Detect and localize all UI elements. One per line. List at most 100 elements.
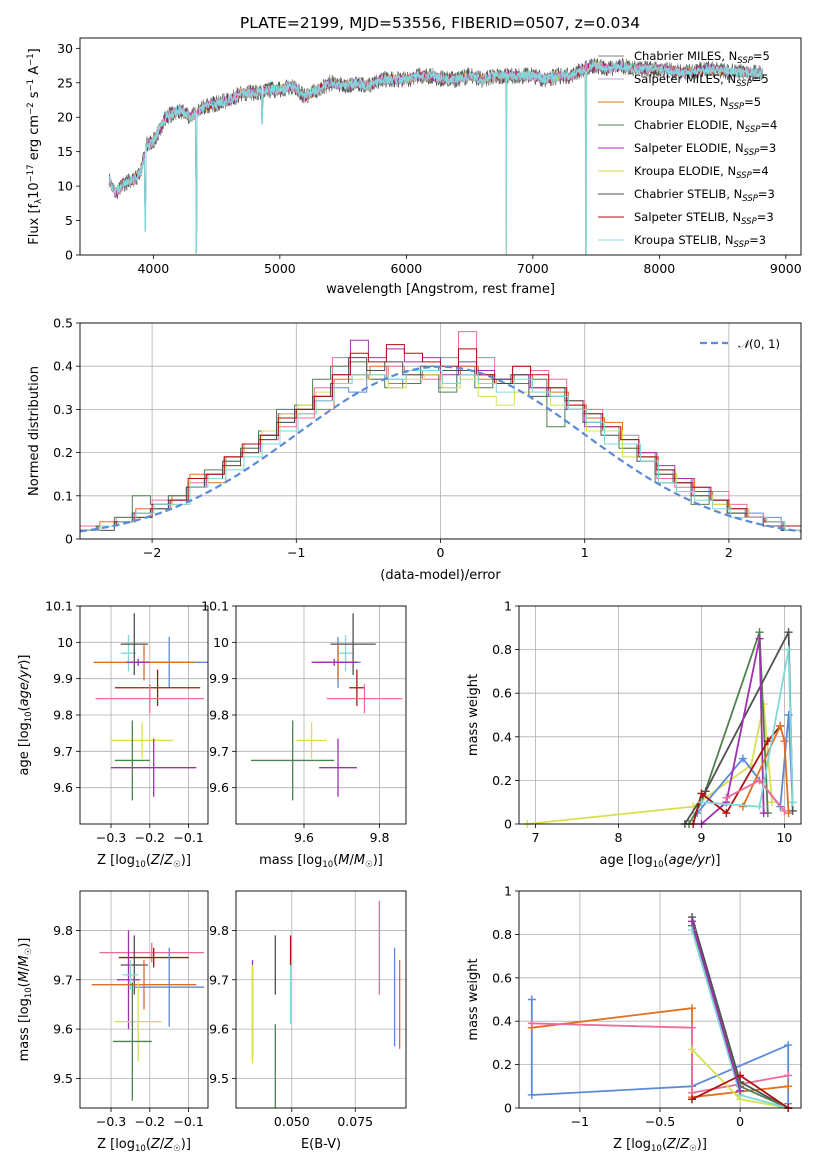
- weight-marker: [755, 634, 764, 643]
- x-tick-label: 8: [615, 830, 623, 845]
- x-tick-label: 9: [697, 830, 705, 845]
- x-tick-label: −1: [287, 545, 305, 560]
- weight-marker: [784, 1071, 793, 1080]
- y-tick-label: 9.9: [53, 671, 73, 686]
- x-tick-label: −0.2: [135, 1114, 165, 1129]
- x-tick-label: −0.1: [173, 830, 203, 845]
- errorbar-point: [134, 947, 205, 1027]
- legend-entry: Salpeter MILES, NSSP=5: [634, 72, 769, 89]
- mass_vs_Z-points: [91, 930, 205, 1101]
- x-tick-label: 7: [532, 830, 540, 845]
- legend-entry: Salpeter ELODIE, NSSP=3: [634, 141, 776, 158]
- y-tick-label: 9.6: [209, 780, 229, 795]
- weight-marker: [736, 1071, 745, 1080]
- weight-marker: [697, 789, 706, 798]
- y-tick-label: 10.1: [45, 599, 73, 614]
- y-tick-label: 9.5: [53, 1071, 73, 1086]
- weight-marker: [780, 737, 789, 746]
- mass_vs_ebv-xlabel: E(B-V): [301, 1137, 341, 1152]
- y-tick-label: 30: [57, 41, 73, 56]
- age_vs_Z-xlabel: Z [log10(Z/Z☉)]: [97, 853, 191, 870]
- legend-entry: Chabrier STELIB, NSSP=3: [634, 187, 775, 204]
- y-tick-label: 1: [504, 884, 512, 899]
- x-tick-label: −0.3: [96, 1114, 126, 1129]
- weight-marker: [722, 809, 731, 818]
- histogram-series: [81, 370, 801, 531]
- weight-series: [722, 776, 789, 815]
- legend-entry: Kroupa STELIB, NSSP=3: [634, 233, 766, 250]
- age_vs_Z-points: [93, 613, 208, 801]
- weight-marker: [767, 798, 776, 807]
- weight-marker: [738, 754, 747, 763]
- errorbar-point: [118, 947, 189, 968]
- errorbar-point: [126, 658, 150, 666]
- weight-series: [697, 645, 797, 811]
- weight-marker: [527, 1090, 536, 1099]
- weight-line: [701, 648, 794, 808]
- legend-entry: Chabrier ELODIE, NSSP=4: [634, 118, 777, 135]
- spectrum-axes: 4000 5000 6000 7000 8000 9000 0 5 10 15 20 25 30 Chab…: [26, 41, 802, 297]
- y-tick-label: 15: [57, 144, 73, 159]
- errorbar-point: [95, 684, 205, 714]
- y-tick-label: 0.1: [53, 488, 73, 503]
- weight-marker: [776, 721, 785, 730]
- legend-entry: Chabrier MILES, NSSP=5: [634, 49, 770, 66]
- x-tick-label: −0.2: [135, 830, 165, 845]
- weight-marker: [736, 1086, 745, 1095]
- y-tick-label: 5: [65, 213, 73, 228]
- y-tick-label: 0.4: [53, 359, 73, 374]
- errorbar-point: [311, 658, 357, 666]
- histogram-series: [80, 344, 801, 531]
- weight-marker: [688, 1004, 697, 1013]
- y-tick-label: 9.8: [53, 923, 73, 938]
- y-tick-label: 9.7: [209, 744, 229, 759]
- weight-marker: [688, 917, 697, 926]
- x-tick-label: −2: [143, 545, 161, 560]
- y-tick-label: 9.8: [209, 708, 229, 723]
- weight-marker: [755, 802, 764, 811]
- errorbar-point: [326, 684, 403, 714]
- errorbar-point: [296, 722, 327, 759]
- weight-marker: [784, 809, 793, 818]
- mass_vs_Z-xlabel: Z [log10(Z/Z☉)]: [97, 1137, 191, 1154]
- mass_vs_Z-ylabel: mass [log10(M/M☉)]: [17, 938, 34, 1062]
- weight-marker: [722, 793, 731, 802]
- weight-marker: [688, 1045, 697, 1054]
- spectrum-xlabel: wavelength [Angstrom, rest frame]: [326, 282, 555, 297]
- weight-marker: [527, 1019, 536, 1028]
- residuals-frame: [79, 322, 802, 540]
- spectrum-frame: [79, 37, 802, 256]
- y-tick-label: 0.2: [492, 773, 512, 788]
- weight_vs_Z-frame: [518, 890, 802, 1109]
- x-tick-label: 10: [776, 830, 792, 845]
- y-tick-label: 10: [57, 635, 73, 650]
- y-tick-label: 9.5: [209, 1071, 229, 1086]
- errorbar-point: [319, 738, 357, 797]
- x-tick-label: 4000: [137, 261, 169, 276]
- spectrum-series-group: [108, 57, 764, 256]
- weight-marker: [763, 737, 772, 746]
- y-tick-label: 0.8: [492, 642, 512, 657]
- errorbar-point: [111, 722, 174, 759]
- x-tick-label: 9.8: [370, 830, 390, 845]
- y-tick-label: 9.9: [209, 671, 229, 686]
- x-tick-label: 2: [725, 545, 733, 560]
- y-tick-label: 0.3: [53, 402, 73, 417]
- y-tick-label: 9.6: [53, 780, 73, 795]
- mass_vs_ebv-frame: [235, 890, 407, 1109]
- x-tick-label: 0.075: [337, 1114, 373, 1129]
- spectrum-title: PLATE=2199, MJD=53556, FIBERID=0507, z=0…: [240, 14, 640, 32]
- weight-marker: [738, 802, 747, 811]
- weight_vs_age-xlabel: age [log10(age/yr)]: [600, 853, 721, 870]
- y-tick-label: 20: [57, 110, 73, 125]
- errorbar-point: [114, 720, 150, 801]
- weight-marker: [780, 806, 789, 815]
- y-tick-label: 0.6: [492, 970, 512, 985]
- y-tick-label: 0.4: [492, 729, 512, 744]
- y-tick-label: 0.2: [492, 1057, 512, 1072]
- weight-marker: [788, 806, 797, 815]
- weight-series: [688, 917, 745, 1095]
- y-tick-label: 9.8: [53, 708, 73, 723]
- weight_vs_Z-axes: −1 −0.5 0 0 0.2 0.4 0.6 0.8 1 Z [log10(Z/Z☉)] mass…: [466, 884, 801, 1154]
